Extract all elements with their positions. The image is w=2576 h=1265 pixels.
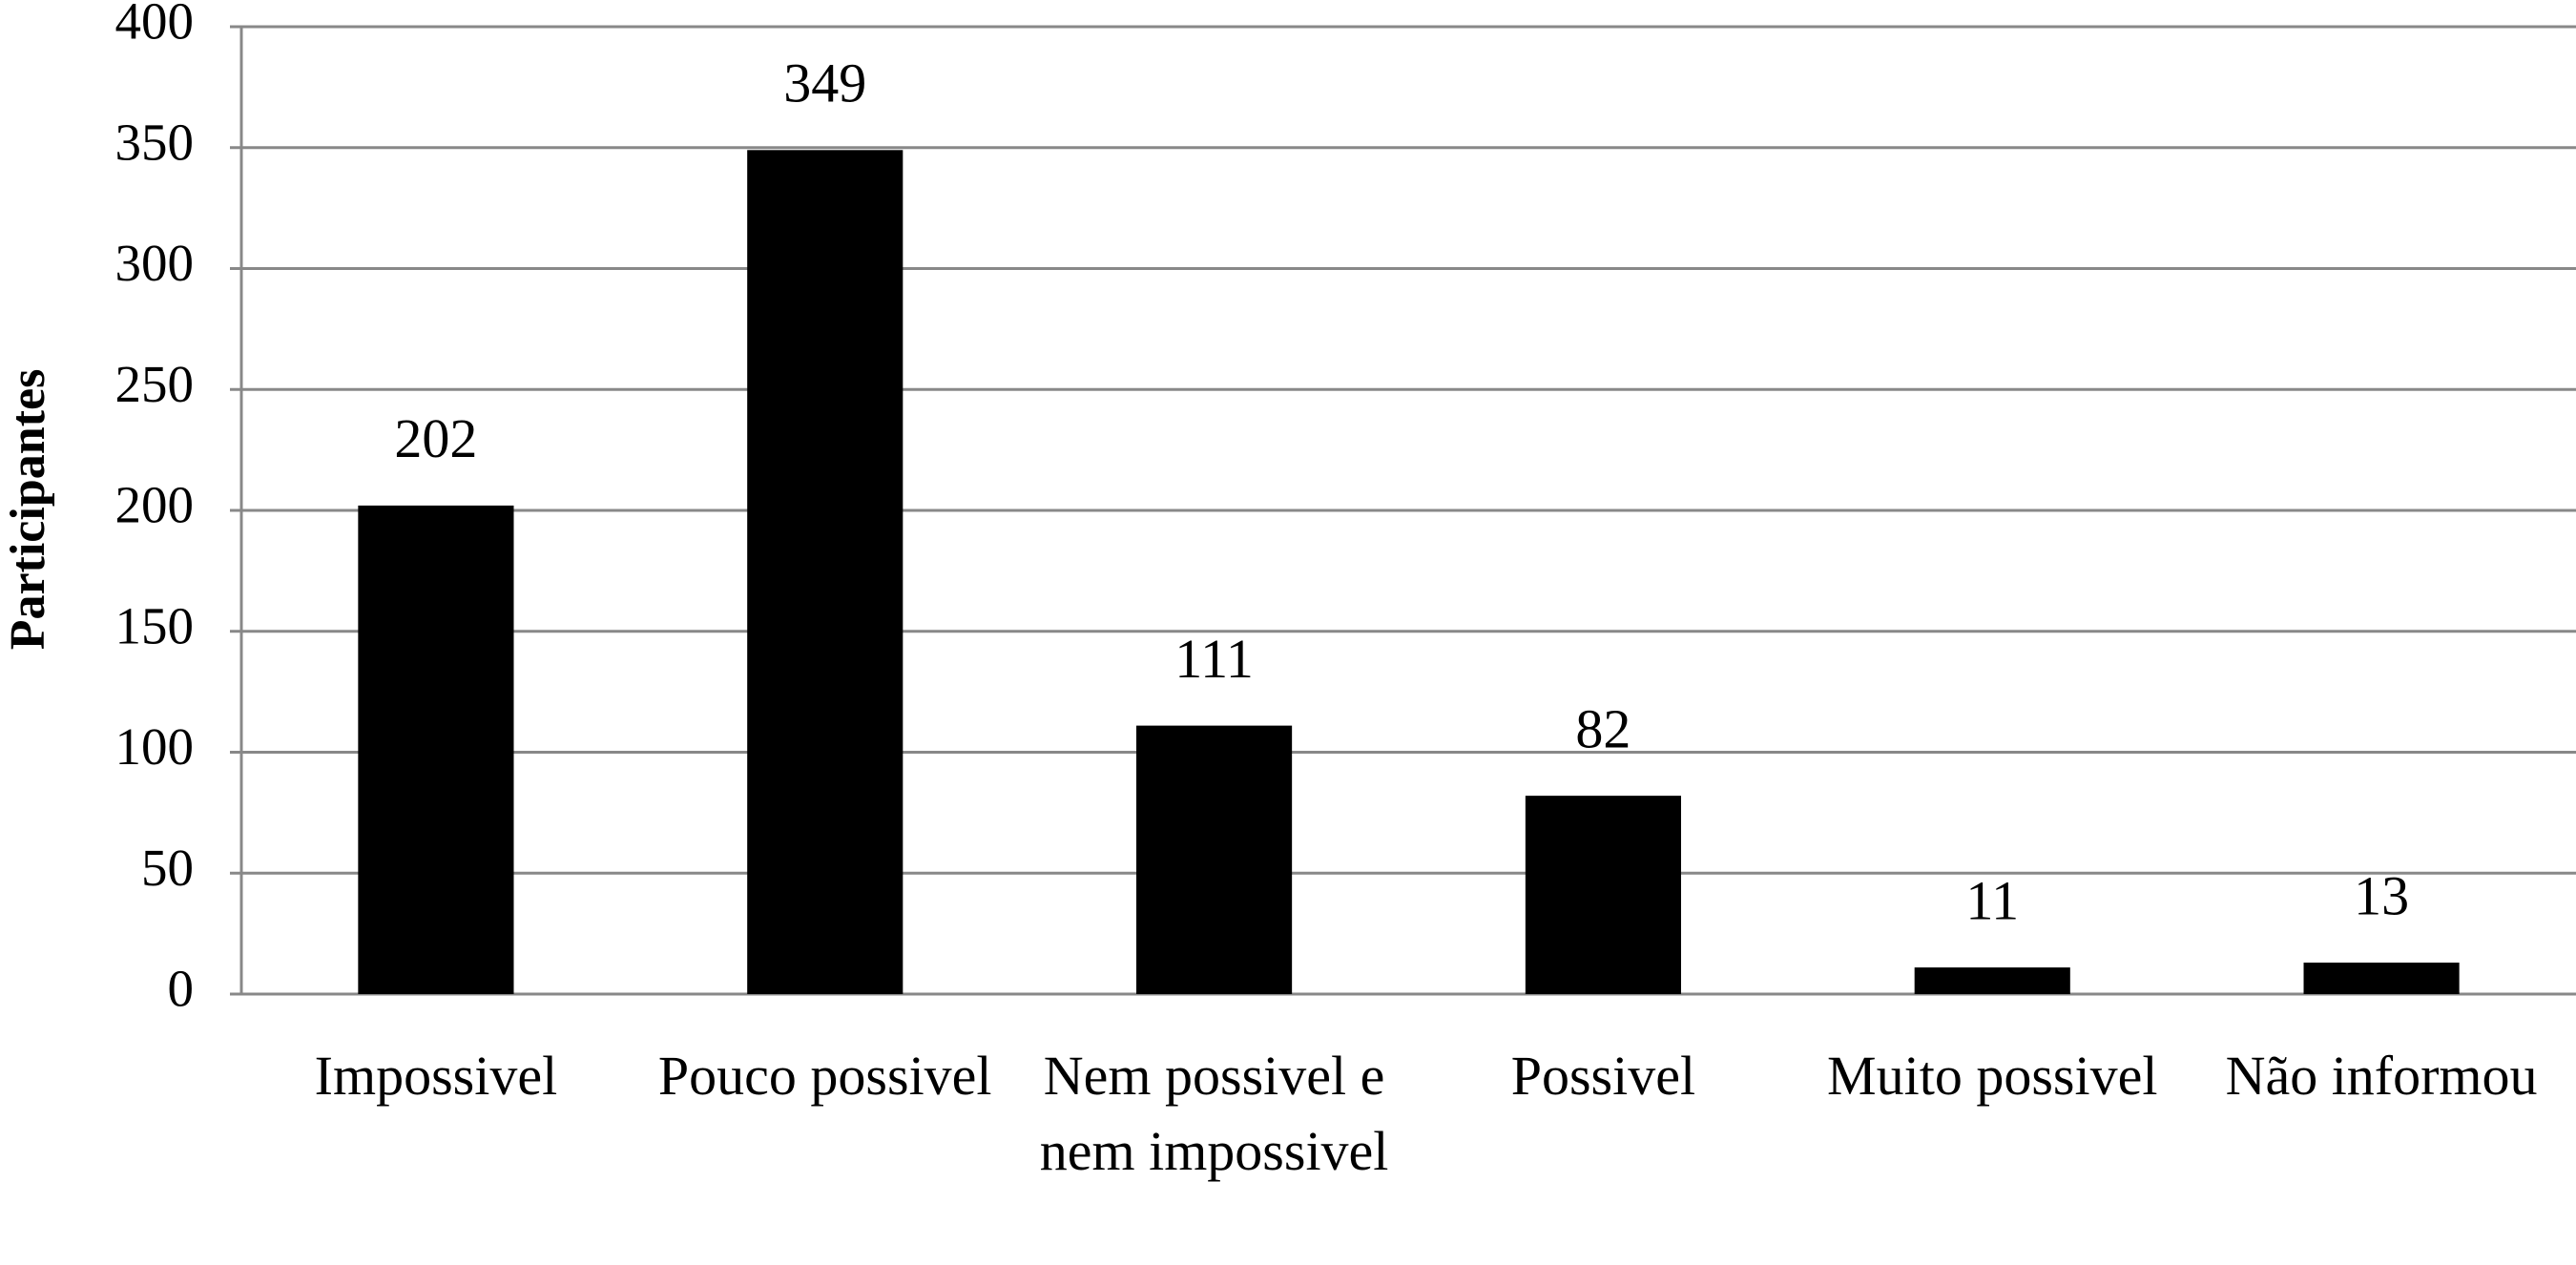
y-tick-label: 300 xyxy=(115,234,195,292)
y-tick-label: 100 xyxy=(115,717,195,776)
y-tick-label: 50 xyxy=(141,839,194,897)
x-tick-label: Não informou xyxy=(2225,1045,2538,1107)
bar xyxy=(747,150,904,994)
bar xyxy=(1914,967,2070,994)
y-tick-label: 350 xyxy=(115,113,195,171)
x-tick-label: Impossivel xyxy=(314,1045,558,1107)
value-label: 11 xyxy=(1965,869,2019,931)
y-tick-label: 150 xyxy=(115,596,195,654)
bar xyxy=(1525,796,1681,994)
value-label: 202 xyxy=(394,407,477,469)
x-tick-label: Possivel xyxy=(1510,1045,1696,1107)
x-tick-label: Nem possivel e nem impossivel xyxy=(1039,1045,1389,1182)
value-label: 111 xyxy=(1174,628,1254,690)
x-tick-label: Pouco possivel xyxy=(657,1045,992,1107)
value-label: 13 xyxy=(2354,864,2409,926)
value-label: 82 xyxy=(1575,697,1631,759)
y-axis-title: Participantes xyxy=(1,369,55,651)
bar xyxy=(2303,963,2460,994)
y-tick-label: 400 xyxy=(115,0,195,51)
x-tick-label: Muito possivel xyxy=(1827,1045,2158,1107)
y-tick-label: 200 xyxy=(115,476,195,534)
bar xyxy=(1136,725,1293,994)
bar xyxy=(358,505,514,994)
value-label: 349 xyxy=(783,52,866,114)
y-tick-label: 250 xyxy=(115,355,195,413)
y-tick-label: 0 xyxy=(168,960,195,1018)
